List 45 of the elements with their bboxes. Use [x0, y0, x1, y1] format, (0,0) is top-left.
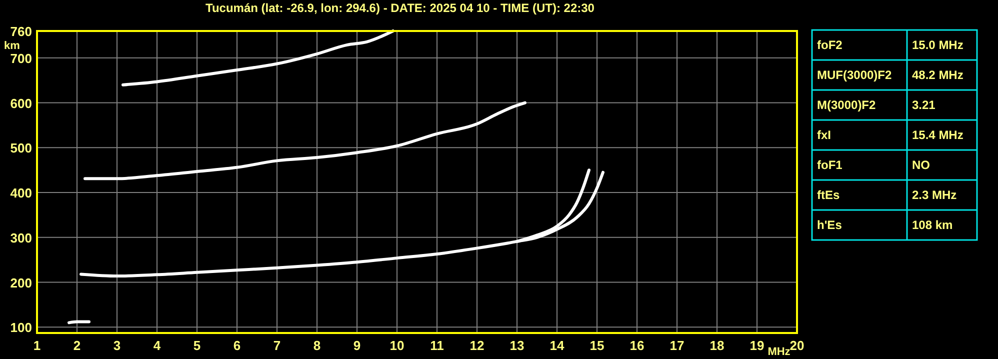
- x-tick-label: 2: [73, 338, 81, 353]
- x-tick-label: 13: [510, 338, 524, 353]
- x-tick-label: 15: [590, 338, 604, 353]
- y-tick-label: 200: [10, 275, 32, 290]
- text: 2.3 MHz: [912, 188, 957, 202]
- category-label: MUF(3000)F2: [817, 68, 892, 82]
- text: 15.0 MHz: [912, 38, 964, 52]
- category-label: fxI: [817, 128, 832, 142]
- x-tick-label: 9: [353, 338, 361, 353]
- category-label: foF1: [817, 158, 843, 172]
- y-tick-label: 400: [10, 186, 32, 201]
- x-tick-label: 18: [710, 338, 724, 353]
- category-label: ftEs: [817, 188, 840, 202]
- text: NO: [912, 158, 930, 172]
- x-tick-label: 6: [233, 338, 241, 353]
- category-label: M(3000)F2: [817, 98, 876, 112]
- y-tick-label: 700: [10, 50, 32, 66]
- x-tick-label: 17: [670, 338, 684, 353]
- x-tick-label: 11: [430, 338, 444, 353]
- x-tick-label: 5: [193, 338, 201, 353]
- y-tick-label: 100: [10, 320, 32, 336]
- category-label: h'Es: [817, 218, 842, 232]
- y-tick-label: 600: [10, 96, 32, 111]
- x-tick-label: 14: [550, 338, 565, 353]
- y-axis-title: km: [4, 40, 20, 52]
- x-tick-label: 7: [273, 338, 281, 353]
- x-tick-label: 8: [313, 338, 321, 353]
- text: 108 km: [912, 218, 953, 232]
- y-tick-label: 760: [10, 24, 32, 39]
- y-tick-label: 500: [10, 140, 32, 156]
- x-tick-label: 3: [113, 338, 121, 353]
- y-tick-label: 300: [10, 230, 32, 246]
- x-tick-label: 4: [153, 338, 162, 353]
- x-tick-label: 16: [630, 338, 644, 353]
- x-tick-label: 10: [390, 338, 404, 353]
- text: 15.4 MHz: [912, 128, 964, 142]
- x-tick-label: 19: [750, 338, 764, 353]
- x-tick-label: 1: [33, 338, 41, 353]
- category-label: foF2: [817, 38, 843, 52]
- x-tick-label: 12: [470, 338, 484, 353]
- x-axis-title: MHz: [768, 346, 791, 358]
- x-tick-label: 20: [790, 338, 804, 353]
- chart-title: Tucumán (lat: -26.9, lon: 294.6) - DATE: 2025 04 10 - TIME (UT): 22:30: [206, 1, 595, 15]
- text: 3.21: [912, 98, 936, 112]
- text: 48.2 MHz: [912, 68, 964, 82]
